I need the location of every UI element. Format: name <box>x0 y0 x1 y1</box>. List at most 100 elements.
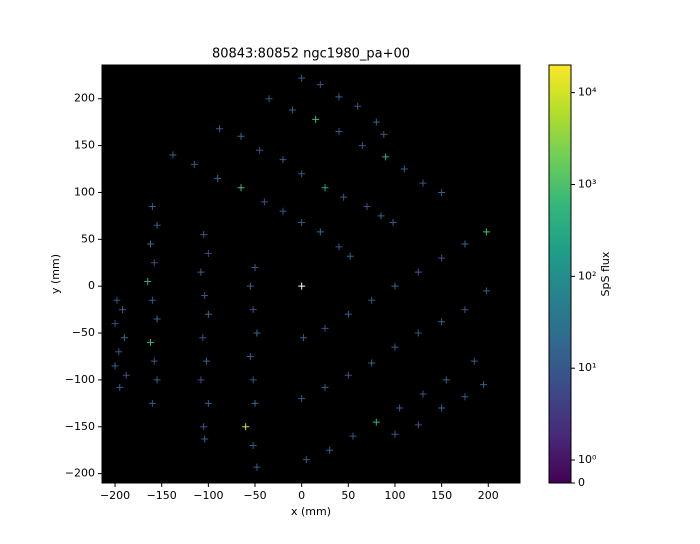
y-tick-label: 0 <box>88 279 95 292</box>
point <box>111 320 119 328</box>
point <box>391 430 399 438</box>
point <box>298 170 306 178</box>
point <box>144 277 152 285</box>
y-axis-label: y (mm) <box>49 254 62 294</box>
point <box>279 207 287 215</box>
point <box>340 193 348 201</box>
point <box>169 151 177 159</box>
x-tick-label: 50 <box>341 489 355 502</box>
point <box>204 249 212 257</box>
point <box>382 153 390 161</box>
y-tick-label: −200 <box>65 467 95 480</box>
colorbar-tick-label: 10⁴ <box>578 86 597 99</box>
point <box>256 146 264 154</box>
point <box>335 93 343 101</box>
colorbar-tick-label: 10¹ <box>578 361 596 374</box>
point <box>461 240 469 248</box>
point <box>419 390 427 398</box>
point <box>438 254 446 262</box>
point <box>237 184 245 192</box>
point <box>147 338 155 346</box>
point <box>216 125 224 133</box>
point <box>298 74 306 82</box>
plot-frame <box>101 64 521 484</box>
point <box>377 212 385 220</box>
x-tick-label: 0 <box>298 489 305 502</box>
point <box>321 324 329 332</box>
point <box>253 463 261 471</box>
x-tick-label: −100 <box>193 489 223 502</box>
point <box>204 310 212 318</box>
y-tick-label: −150 <box>65 420 95 433</box>
point <box>442 376 450 384</box>
point <box>148 399 156 407</box>
point <box>414 421 422 429</box>
point <box>419 179 427 187</box>
point <box>148 296 156 304</box>
point <box>288 106 296 114</box>
point <box>116 383 124 391</box>
point <box>200 231 208 239</box>
x-axis-label: x (mm) <box>291 505 331 518</box>
y-tick-label: 150 <box>74 139 95 152</box>
point <box>251 399 259 407</box>
point <box>200 423 208 431</box>
point <box>115 348 123 356</box>
point <box>237 132 245 140</box>
point <box>482 287 490 295</box>
point <box>346 252 354 260</box>
point <box>147 240 155 248</box>
point <box>312 115 320 123</box>
point <box>335 128 343 136</box>
point <box>438 188 446 196</box>
point <box>122 371 130 379</box>
point <box>279 156 287 164</box>
point <box>391 282 399 290</box>
point <box>368 359 376 367</box>
y-tick-label: 200 <box>74 92 95 105</box>
colorbar-tick-label: 10⁰ <box>578 453 597 466</box>
y-tick-label: 100 <box>74 185 95 198</box>
point <box>321 383 329 391</box>
point <box>298 282 306 290</box>
point <box>119 306 127 314</box>
x-tick-label: −200 <box>100 489 130 502</box>
x-tick-label: −150 <box>147 489 177 502</box>
x-tick-label: 100 <box>384 489 405 502</box>
point <box>260 198 268 206</box>
point <box>438 318 446 326</box>
point <box>414 329 422 337</box>
point <box>335 243 343 251</box>
point <box>204 399 212 407</box>
point <box>363 203 371 211</box>
point <box>249 376 257 384</box>
point <box>482 228 490 236</box>
point <box>298 395 306 403</box>
point <box>150 259 158 267</box>
point <box>251 263 259 271</box>
point <box>438 404 446 412</box>
point <box>316 81 324 89</box>
point <box>197 376 205 384</box>
point <box>480 381 488 389</box>
x-tick-label: 200 <box>478 489 499 502</box>
point <box>316 228 324 236</box>
point <box>298 218 306 226</box>
point <box>326 446 334 454</box>
point <box>349 432 357 440</box>
point <box>461 306 469 314</box>
point <box>396 404 404 412</box>
point <box>461 393 469 401</box>
point <box>358 142 366 150</box>
point <box>300 334 308 342</box>
point <box>400 165 408 173</box>
point <box>391 343 399 351</box>
point <box>368 296 376 304</box>
point <box>470 357 478 365</box>
x-tick-label: 150 <box>431 489 452 502</box>
point <box>372 418 380 426</box>
y-tick-label: −50 <box>72 326 95 339</box>
point <box>265 95 273 103</box>
point <box>201 435 209 443</box>
point <box>344 310 352 318</box>
